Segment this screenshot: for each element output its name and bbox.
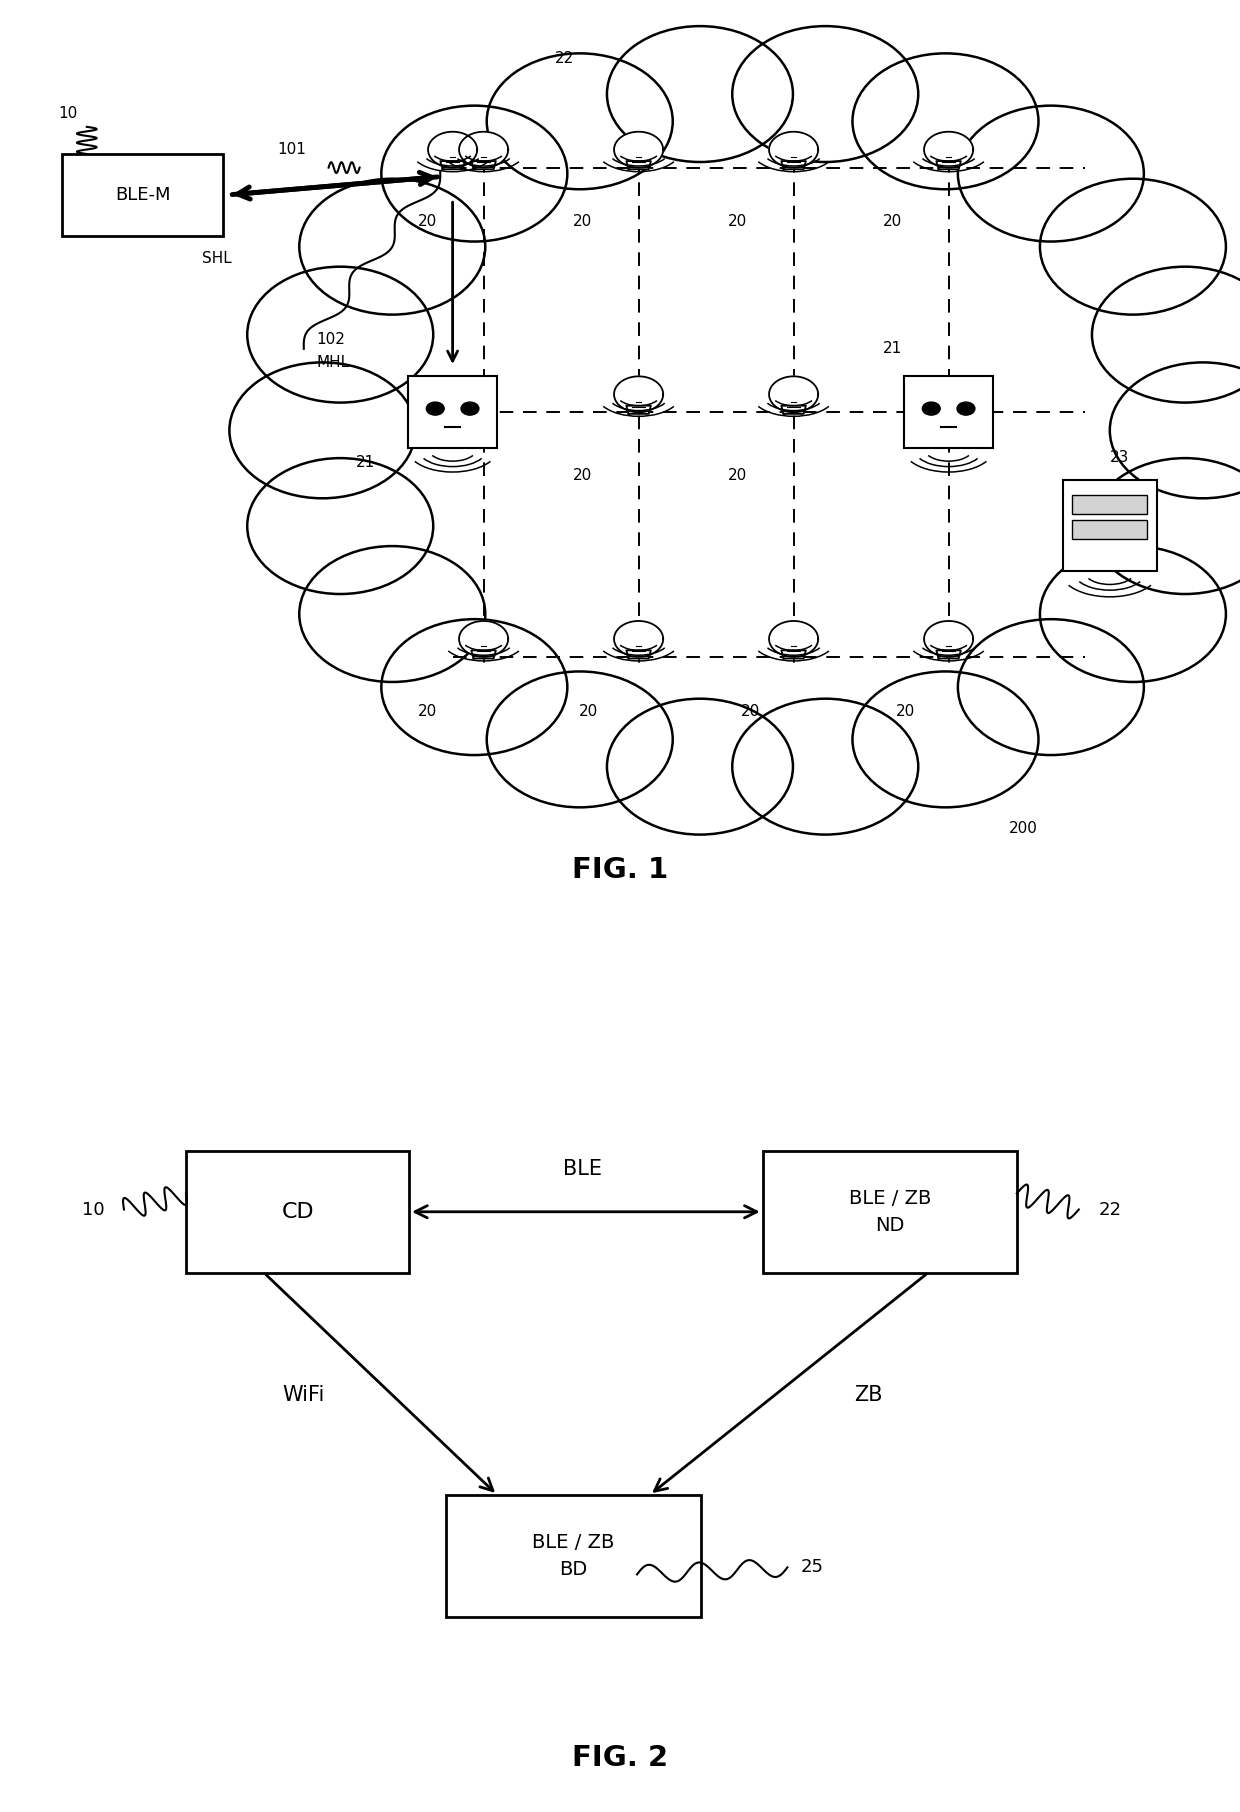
Circle shape bbox=[957, 402, 975, 415]
Circle shape bbox=[957, 620, 1143, 756]
Text: FIG. 1: FIG. 1 bbox=[572, 855, 668, 884]
Circle shape bbox=[461, 402, 479, 415]
Text: 22: 22 bbox=[1099, 1201, 1121, 1218]
Polygon shape bbox=[924, 622, 973, 656]
Text: 20: 20 bbox=[728, 214, 748, 230]
Polygon shape bbox=[614, 622, 663, 656]
Text: MHL: MHL bbox=[316, 355, 350, 370]
Text: 22: 22 bbox=[554, 51, 574, 67]
Polygon shape bbox=[769, 377, 818, 411]
Bar bbox=[408, 377, 497, 449]
Text: 10: 10 bbox=[82, 1201, 104, 1218]
Polygon shape bbox=[471, 651, 496, 658]
Text: BLE / ZB
ND: BLE / ZB ND bbox=[848, 1189, 931, 1234]
Bar bbox=[1073, 520, 1147, 538]
Text: CD: CD bbox=[281, 1201, 314, 1221]
Text: 101: 101 bbox=[277, 141, 306, 158]
Text: 23: 23 bbox=[1110, 449, 1130, 466]
Circle shape bbox=[733, 25, 919, 161]
Polygon shape bbox=[459, 622, 508, 656]
Bar bbox=[763, 1151, 1017, 1272]
Text: 20: 20 bbox=[418, 703, 438, 719]
Polygon shape bbox=[626, 406, 651, 413]
Polygon shape bbox=[471, 161, 496, 169]
Ellipse shape bbox=[402, 152, 1123, 708]
Circle shape bbox=[606, 699, 792, 835]
Circle shape bbox=[1092, 458, 1240, 594]
Circle shape bbox=[923, 402, 940, 415]
Circle shape bbox=[957, 105, 1143, 241]
Polygon shape bbox=[614, 377, 663, 411]
Circle shape bbox=[606, 25, 792, 161]
Polygon shape bbox=[428, 132, 477, 167]
Text: 20: 20 bbox=[579, 703, 599, 719]
Circle shape bbox=[229, 362, 415, 498]
Polygon shape bbox=[936, 651, 961, 658]
Text: WiFi: WiFi bbox=[283, 1384, 325, 1406]
Bar bbox=[62, 154, 223, 236]
Polygon shape bbox=[626, 161, 651, 169]
Text: 21: 21 bbox=[356, 455, 376, 469]
Circle shape bbox=[247, 266, 433, 402]
Polygon shape bbox=[924, 132, 973, 167]
Polygon shape bbox=[781, 651, 806, 658]
Circle shape bbox=[299, 545, 485, 681]
Text: 25: 25 bbox=[801, 1558, 823, 1576]
Text: BLE / ZB
BD: BLE / ZB BD bbox=[532, 1533, 615, 1578]
Text: 20: 20 bbox=[728, 467, 748, 484]
Circle shape bbox=[299, 179, 485, 315]
Polygon shape bbox=[769, 132, 818, 167]
Polygon shape bbox=[440, 161, 465, 169]
Text: 20: 20 bbox=[573, 214, 593, 230]
Bar bbox=[1073, 495, 1147, 515]
Text: 20: 20 bbox=[740, 703, 760, 719]
Text: 20: 20 bbox=[895, 703, 915, 719]
Circle shape bbox=[382, 620, 568, 756]
Circle shape bbox=[1040, 545, 1226, 681]
Circle shape bbox=[247, 458, 433, 594]
Circle shape bbox=[1040, 179, 1226, 315]
Text: 20: 20 bbox=[418, 214, 438, 230]
Circle shape bbox=[852, 672, 1038, 808]
Text: 21: 21 bbox=[883, 341, 903, 357]
Polygon shape bbox=[769, 622, 818, 656]
Bar bbox=[904, 377, 993, 449]
Text: SHL: SHL bbox=[202, 250, 232, 266]
Polygon shape bbox=[936, 161, 961, 169]
Polygon shape bbox=[781, 406, 806, 413]
Circle shape bbox=[852, 53, 1038, 188]
Text: 10: 10 bbox=[58, 105, 78, 121]
Polygon shape bbox=[459, 132, 508, 167]
Text: 20: 20 bbox=[883, 214, 903, 230]
Circle shape bbox=[733, 699, 919, 835]
Text: ZB: ZB bbox=[854, 1384, 882, 1406]
Bar bbox=[186, 1151, 409, 1272]
Text: FIG. 2: FIG. 2 bbox=[572, 1743, 668, 1772]
Circle shape bbox=[487, 53, 673, 188]
Bar bbox=[446, 1495, 701, 1616]
Ellipse shape bbox=[433, 176, 1092, 685]
Circle shape bbox=[1110, 362, 1240, 498]
Text: 102: 102 bbox=[316, 332, 345, 348]
Circle shape bbox=[382, 105, 568, 241]
Text: BLE: BLE bbox=[563, 1158, 603, 1180]
Circle shape bbox=[1092, 266, 1240, 402]
Polygon shape bbox=[626, 651, 651, 658]
Circle shape bbox=[487, 672, 673, 808]
Polygon shape bbox=[614, 132, 663, 167]
Ellipse shape bbox=[376, 130, 1149, 728]
Circle shape bbox=[427, 402, 444, 415]
Polygon shape bbox=[781, 161, 806, 169]
Text: 200: 200 bbox=[1008, 821, 1038, 837]
Text: BLE-M: BLE-M bbox=[115, 187, 170, 203]
Bar bbox=[1063, 480, 1157, 571]
Text: 20: 20 bbox=[573, 467, 593, 484]
